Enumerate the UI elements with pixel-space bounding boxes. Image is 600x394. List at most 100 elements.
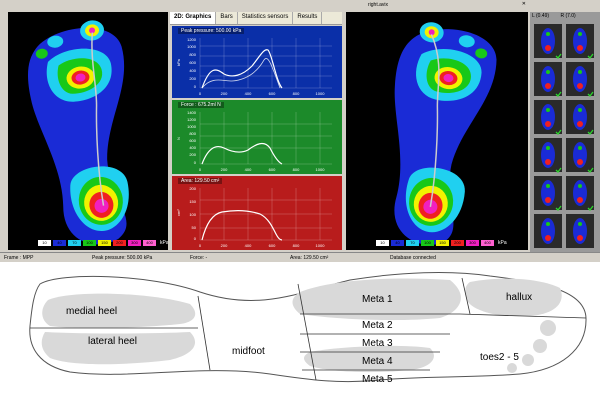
right-foot-pressure-map: [394, 22, 497, 245]
x-tick: 600: [269, 243, 276, 248]
zone-meta2: Meta 2: [362, 320, 393, 331]
foot-zone-diagram: medial heel lateral heel midfoot Meta 1 …: [0, 262, 600, 389]
zone-meta4: Meta 4: [362, 356, 393, 367]
scale-swatch: 70: [68, 240, 81, 246]
y-tick: 200: [189, 76, 196, 81]
y-tick: 0: [194, 236, 197, 241]
status-area: Area: 129.50 cm²: [290, 255, 329, 261]
y-tick: 800: [189, 52, 196, 57]
peak-pressure-plot: 1200 1000 800 600 400 200 0 0 200 400 60…: [176, 37, 332, 96]
force-graph[interactable]: 1400 1200 1000 800 600 400 200 0 0 200 4…: [172, 100, 342, 174]
status-db: Database connected: [390, 255, 436, 261]
y-tick: 50: [192, 225, 197, 230]
y-tick: 0: [194, 160, 197, 165]
status-peak: Peak pressure: 500.00 kPa: [92, 255, 153, 261]
x-tick: 1000: [316, 91, 326, 96]
zone-toes: toes2 - 5: [480, 352, 519, 363]
x-tick: 200: [221, 91, 228, 96]
y-tick: 150: [189, 199, 196, 204]
y-tick: 1200: [187, 117, 197, 122]
left-foot-pressure-map: [27, 20, 129, 245]
scale-swatch: 70: [406, 240, 419, 246]
zone-medial-heel: medial heel: [66, 306, 118, 317]
zone-hallux: hallux: [506, 292, 533, 303]
x-tick: 400: [245, 243, 252, 248]
window-title: right.avix: [368, 2, 389, 8]
thumb-header: L (0.49) R (7.0): [532, 13, 576, 19]
zone-meta1: Meta 1: [362, 294, 393, 305]
scale-unit: kPa: [498, 240, 507, 246]
y-axis-label: N: [176, 137, 181, 140]
x-tick: 400: [245, 91, 252, 96]
right-foot-pane[interactable]: 10 40 70 100 150 200 300 400 kPa: [346, 12, 528, 250]
y-tick: 100: [189, 212, 196, 217]
y-tick: 600: [189, 60, 196, 65]
x-tick: 1000: [316, 167, 326, 172]
x-tick: 600: [269, 167, 276, 172]
graph-title: Area: 129.50 cm²: [178, 178, 223, 184]
scale-swatch: 100: [421, 240, 434, 246]
right-window-titlebar[interactable]: right.avix ✕: [344, 0, 530, 10]
x-tick: 1000: [316, 243, 326, 248]
x-tick: 400: [245, 167, 252, 172]
left-color-scale: 10 40 70 100 150 200 300 400 kPa: [38, 240, 168, 246]
x-tick: 200: [221, 243, 228, 248]
scale-swatch: 40: [391, 240, 404, 246]
thumb-header-left: L (0.49): [532, 13, 550, 19]
close-icon[interactable]: ✕: [521, 1, 526, 7]
scale-swatch: 100: [83, 240, 96, 246]
tab-results[interactable]: Results: [293, 12, 323, 24]
right-color-scale: 10 40 70 100 150 200 300 400 kPa: [376, 240, 507, 246]
scale-swatch: 150: [436, 240, 449, 246]
left-foot-pane[interactable]: 10 40 70 100 150 200 300 400 kPa: [8, 12, 168, 250]
force-plot: 1400 1200 1000 800 600 400 200 0 0 200 4…: [176, 110, 332, 172]
y-tick: 0: [194, 84, 197, 89]
scale-swatch: 200: [451, 240, 464, 246]
status-frame: Frame : MPP: [4, 255, 34, 261]
zone-midfoot: midfoot: [232, 346, 265, 357]
foot-outline: [29, 272, 587, 383]
x-tick: 600: [269, 91, 276, 96]
zone-meta5: Meta 5: [362, 374, 393, 385]
y-tick: 200: [189, 152, 196, 157]
scale-swatch: 200: [113, 240, 126, 246]
y-tick: 600: [189, 138, 196, 143]
y-tick: 1000: [187, 44, 197, 49]
x-tick: 0: [199, 91, 202, 96]
analysis-tabs: 2D: Graphics Bars Statistics sensors Res…: [170, 12, 342, 25]
graph-title: Peak pressure: 500.00 kPa: [178, 28, 245, 34]
area-graph[interactable]: 200 150 100 50 0 0 200 400 600 800 1000 …: [172, 176, 342, 250]
thumbnail-grid: [534, 24, 594, 248]
y-tick: 1000: [187, 124, 197, 129]
scale-swatch: 10: [376, 240, 389, 246]
y-tick: 400: [189, 145, 196, 150]
x-tick: 800: [293, 167, 300, 172]
pressure-analysis-app: 10 40 70 100 150 200 300 400 kPa 2D: Gra…: [0, 0, 600, 262]
status-bar: Frame : MPP Peak pressure: 500.00 kPa Fo…: [0, 252, 600, 262]
y-tick: 1400: [187, 110, 197, 115]
y-axis-label: kPa: [176, 58, 181, 66]
x-tick: 0: [199, 167, 202, 172]
scale-swatch: 10: [38, 240, 51, 246]
status-force: Force: -: [190, 255, 208, 261]
x-tick: 800: [293, 91, 300, 96]
thumbnail-strip[interactable]: [530, 12, 600, 252]
peak-pressure-graph[interactable]: 1200 1000 800 600 400 200 0 0 200 400 60…: [172, 26, 342, 98]
y-tick: 200: [189, 186, 196, 191]
y-axis-label: cm²: [176, 209, 181, 216]
zone-meta3: Meta 3: [362, 338, 393, 349]
tab-statistics[interactable]: Statistics sensors: [238, 12, 294, 24]
thumb-header-right: R (7.0): [560, 13, 576, 19]
x-tick: 0: [199, 243, 202, 248]
scale-swatch: 40: [53, 240, 66, 246]
scale-swatch: 150: [98, 240, 111, 246]
tab-bars[interactable]: Bars: [216, 12, 238, 24]
scale-unit: kPa: [160, 240, 168, 246]
scale-swatch: 300: [128, 240, 141, 246]
y-tick: 1200: [187, 37, 197, 42]
zone-lateral-heel: lateral heel: [88, 336, 137, 347]
graph-title: Force : 675.2ml N: [178, 102, 224, 108]
scale-swatch: 400: [481, 240, 494, 246]
tab-graphics[interactable]: 2D: Graphics: [170, 12, 217, 24]
x-tick: 200: [221, 167, 228, 172]
